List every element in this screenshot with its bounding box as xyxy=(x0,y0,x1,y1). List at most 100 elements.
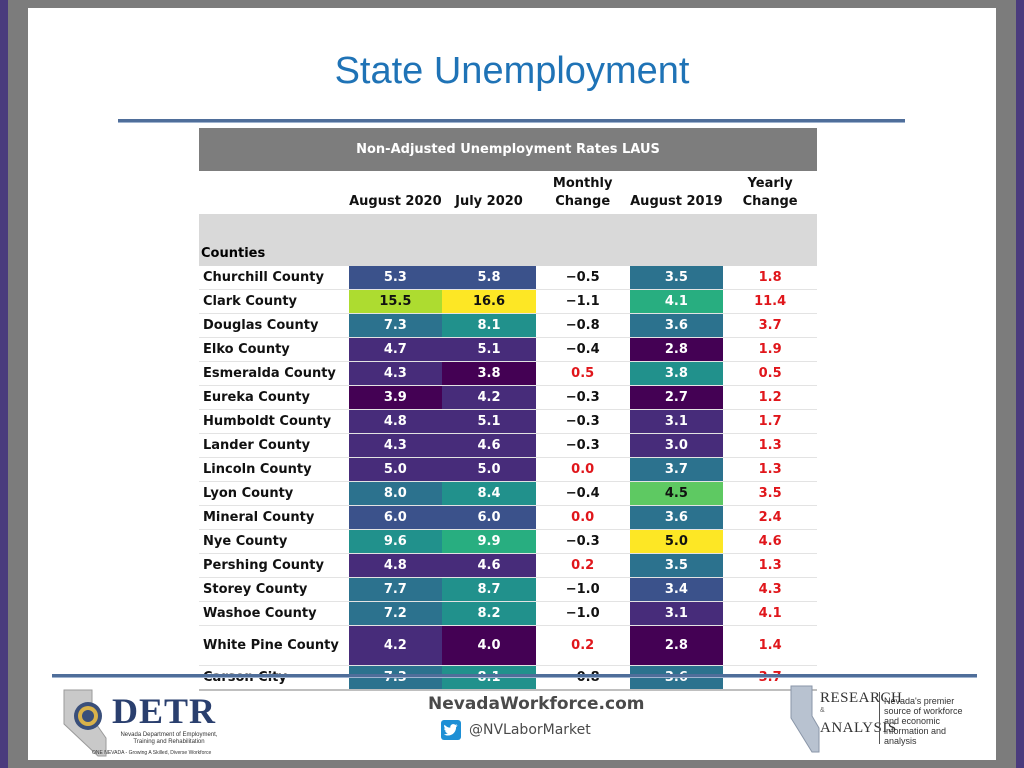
nevada-state-icon xyxy=(63,689,107,757)
website-link[interactable]: NevadaWorkforce.com xyxy=(428,694,645,714)
aug2019-value: 2.7 xyxy=(629,385,724,410)
yearly-change-value: 4.6 xyxy=(723,529,817,554)
county-name: Esmeralda County xyxy=(199,361,349,386)
table-row: Clark County 15.5 16.6 −1.1 4.1 11.4 xyxy=(199,289,817,314)
aug2019-value: 3.6 xyxy=(629,505,724,530)
jul2020-value: 4.0 xyxy=(442,625,536,666)
aug2020-value: 4.3 xyxy=(348,361,443,386)
aug2019-value: 3.1 xyxy=(629,601,724,626)
detr-subtitle: Nevada Department of Employment, Trainin… xyxy=(120,732,218,745)
aug2020-value: 9.6 xyxy=(348,529,443,554)
table-row: White Pine County 4.2 4.0 0.2 2.8 1.4 xyxy=(199,625,817,666)
col-header-aug2019-label: August 2019 xyxy=(630,194,723,209)
yearly-change-value: 1.2 xyxy=(723,385,817,410)
counties-section-row: Counties xyxy=(199,214,817,266)
county-name: Carson City xyxy=(199,665,349,691)
county-name: Churchill County xyxy=(199,266,349,290)
col-header-aug2020-label: August 2020 xyxy=(349,194,442,209)
monthly-change-value: −0.8 xyxy=(535,313,630,338)
county-name: Pershing County xyxy=(199,553,349,578)
col-header-monthly: Monthly Change xyxy=(536,171,630,214)
col-header-monthly-line2: Change xyxy=(555,194,611,209)
col-header-aug2019: August 2019 xyxy=(630,171,724,214)
aug2020-value: 4.8 xyxy=(348,409,443,434)
yearly-change-value: 4.1 xyxy=(723,601,817,626)
table-row: Douglas County 7.3 8.1 −0.8 3.6 3.7 xyxy=(199,313,817,338)
jul2020-value: 9.9 xyxy=(442,529,536,554)
table-row: Esmeralda County 4.3 3.8 0.5 3.8 0.5 xyxy=(199,361,817,386)
aug2020-value: 6.0 xyxy=(348,505,443,530)
yearly-change-value: 3.5 xyxy=(723,481,817,506)
table-row: Elko County 4.7 5.1 −0.4 2.8 1.9 xyxy=(199,337,817,362)
detr-tagline: ONE NEVADA - Growing A Skilled, Diverse … xyxy=(92,750,212,756)
yearly-change-value: 1.8 xyxy=(723,266,817,290)
aug2020-value: 3.9 xyxy=(348,385,443,410)
aug2019-value: 3.6 xyxy=(629,313,724,338)
detr-wordmark: DETR xyxy=(112,691,217,731)
table-row: Lyon County 8.0 8.4 −0.4 4.5 3.5 xyxy=(199,481,817,506)
aug2020-value: 4.8 xyxy=(348,553,443,578)
counties-section-label: Counties xyxy=(199,214,817,266)
table-row: Mineral County 6.0 6.0 0.0 3.6 2.4 xyxy=(199,505,817,530)
footer-divider-light xyxy=(52,677,977,678)
monthly-change-value: −0.4 xyxy=(535,481,630,506)
yearly-change-value: 11.4 xyxy=(723,289,817,314)
jul2020-value: 8.4 xyxy=(442,481,536,506)
research-analysis-logo: RESEARCH & ANALYSIS Nevada's premier sou… xyxy=(790,684,980,754)
twitter-handle[interactable]: @NVLaborMarket xyxy=(441,720,591,740)
county-name: Lincoln County xyxy=(199,457,349,482)
aug2020-value: 5.3 xyxy=(348,266,443,290)
county-name: Washoe County xyxy=(199,601,349,626)
aug2020-value: 7.3 xyxy=(348,313,443,338)
ra-research-text: RESEARCH xyxy=(820,690,903,706)
aug2019-value: 2.8 xyxy=(629,625,724,666)
ra-analysis-text: ANALYSIS xyxy=(820,720,897,736)
monthly-change-value: −0.3 xyxy=(535,529,630,554)
title-divider-light xyxy=(118,122,905,123)
title-divider xyxy=(118,119,905,122)
monthly-change-value: 0.0 xyxy=(535,505,630,530)
table-row: Eureka County 3.9 4.2 −0.3 2.7 1.2 xyxy=(199,385,817,410)
monthly-change-value: −0.3 xyxy=(535,409,630,434)
jul2020-value: 4.6 xyxy=(442,553,536,578)
monthly-change-value: −1.1 xyxy=(535,289,630,314)
county-name: Elko County xyxy=(199,337,349,362)
yearly-change-value: 0.5 xyxy=(723,361,817,386)
aug2020-value: 7.7 xyxy=(348,577,443,602)
aug2020-value: 7.2 xyxy=(348,601,443,626)
aug2019-value: 3.5 xyxy=(629,266,724,290)
aug2020-value: 15.5 xyxy=(348,289,443,314)
yearly-change-value: 4.3 xyxy=(723,577,817,602)
county-name: Lyon County xyxy=(199,481,349,506)
slide-title: State Unemployment xyxy=(334,50,690,92)
table-row: Lincoln County 5.0 5.0 0.0 3.7 1.3 xyxy=(199,457,817,482)
yearly-change-value: 1.3 xyxy=(723,553,817,578)
frame-right-border xyxy=(1016,0,1024,768)
jul2020-value: 5.1 xyxy=(442,409,536,434)
aug2019-value: 3.8 xyxy=(629,361,724,386)
col-header-jul2020-label: July 2020 xyxy=(455,194,523,209)
county-name: Mineral County xyxy=(199,505,349,530)
col-header-monthly-line1: Monthly xyxy=(552,176,613,191)
monthly-change-value: 0.5 xyxy=(535,361,630,386)
monthly-change-value: 0.0 xyxy=(535,457,630,482)
monthly-change-value: −0.8 xyxy=(535,665,630,691)
aug2019-value: 3.7 xyxy=(629,457,724,482)
slide: State Unemployment Non-Adjusted Unemploy… xyxy=(28,8,996,760)
col-header-yearly-line2: Change xyxy=(742,194,798,209)
table-row: Churchill County 5.3 5.8 −0.5 3.5 1.8 xyxy=(199,266,817,290)
ra-tagline: Nevada's premier source of workforce and… xyxy=(884,696,963,746)
monthly-change-value: −0.3 xyxy=(535,385,630,410)
aug2019-value: 5.0 xyxy=(629,529,724,554)
county-name: Nye County xyxy=(199,529,349,554)
aug2019-value: 3.5 xyxy=(629,553,724,578)
frame-left-border xyxy=(0,0,8,768)
county-name: Eureka County xyxy=(199,385,349,410)
monthly-change-value: −0.5 xyxy=(535,266,630,290)
jul2020-value: 16.6 xyxy=(442,289,536,314)
footer-divider xyxy=(52,674,977,677)
col-header-yearly: Yearly Change xyxy=(723,171,817,214)
jul2020-value: 5.0 xyxy=(442,457,536,482)
ra-divider xyxy=(879,692,880,744)
jul2020-value: 8.1 xyxy=(442,313,536,338)
